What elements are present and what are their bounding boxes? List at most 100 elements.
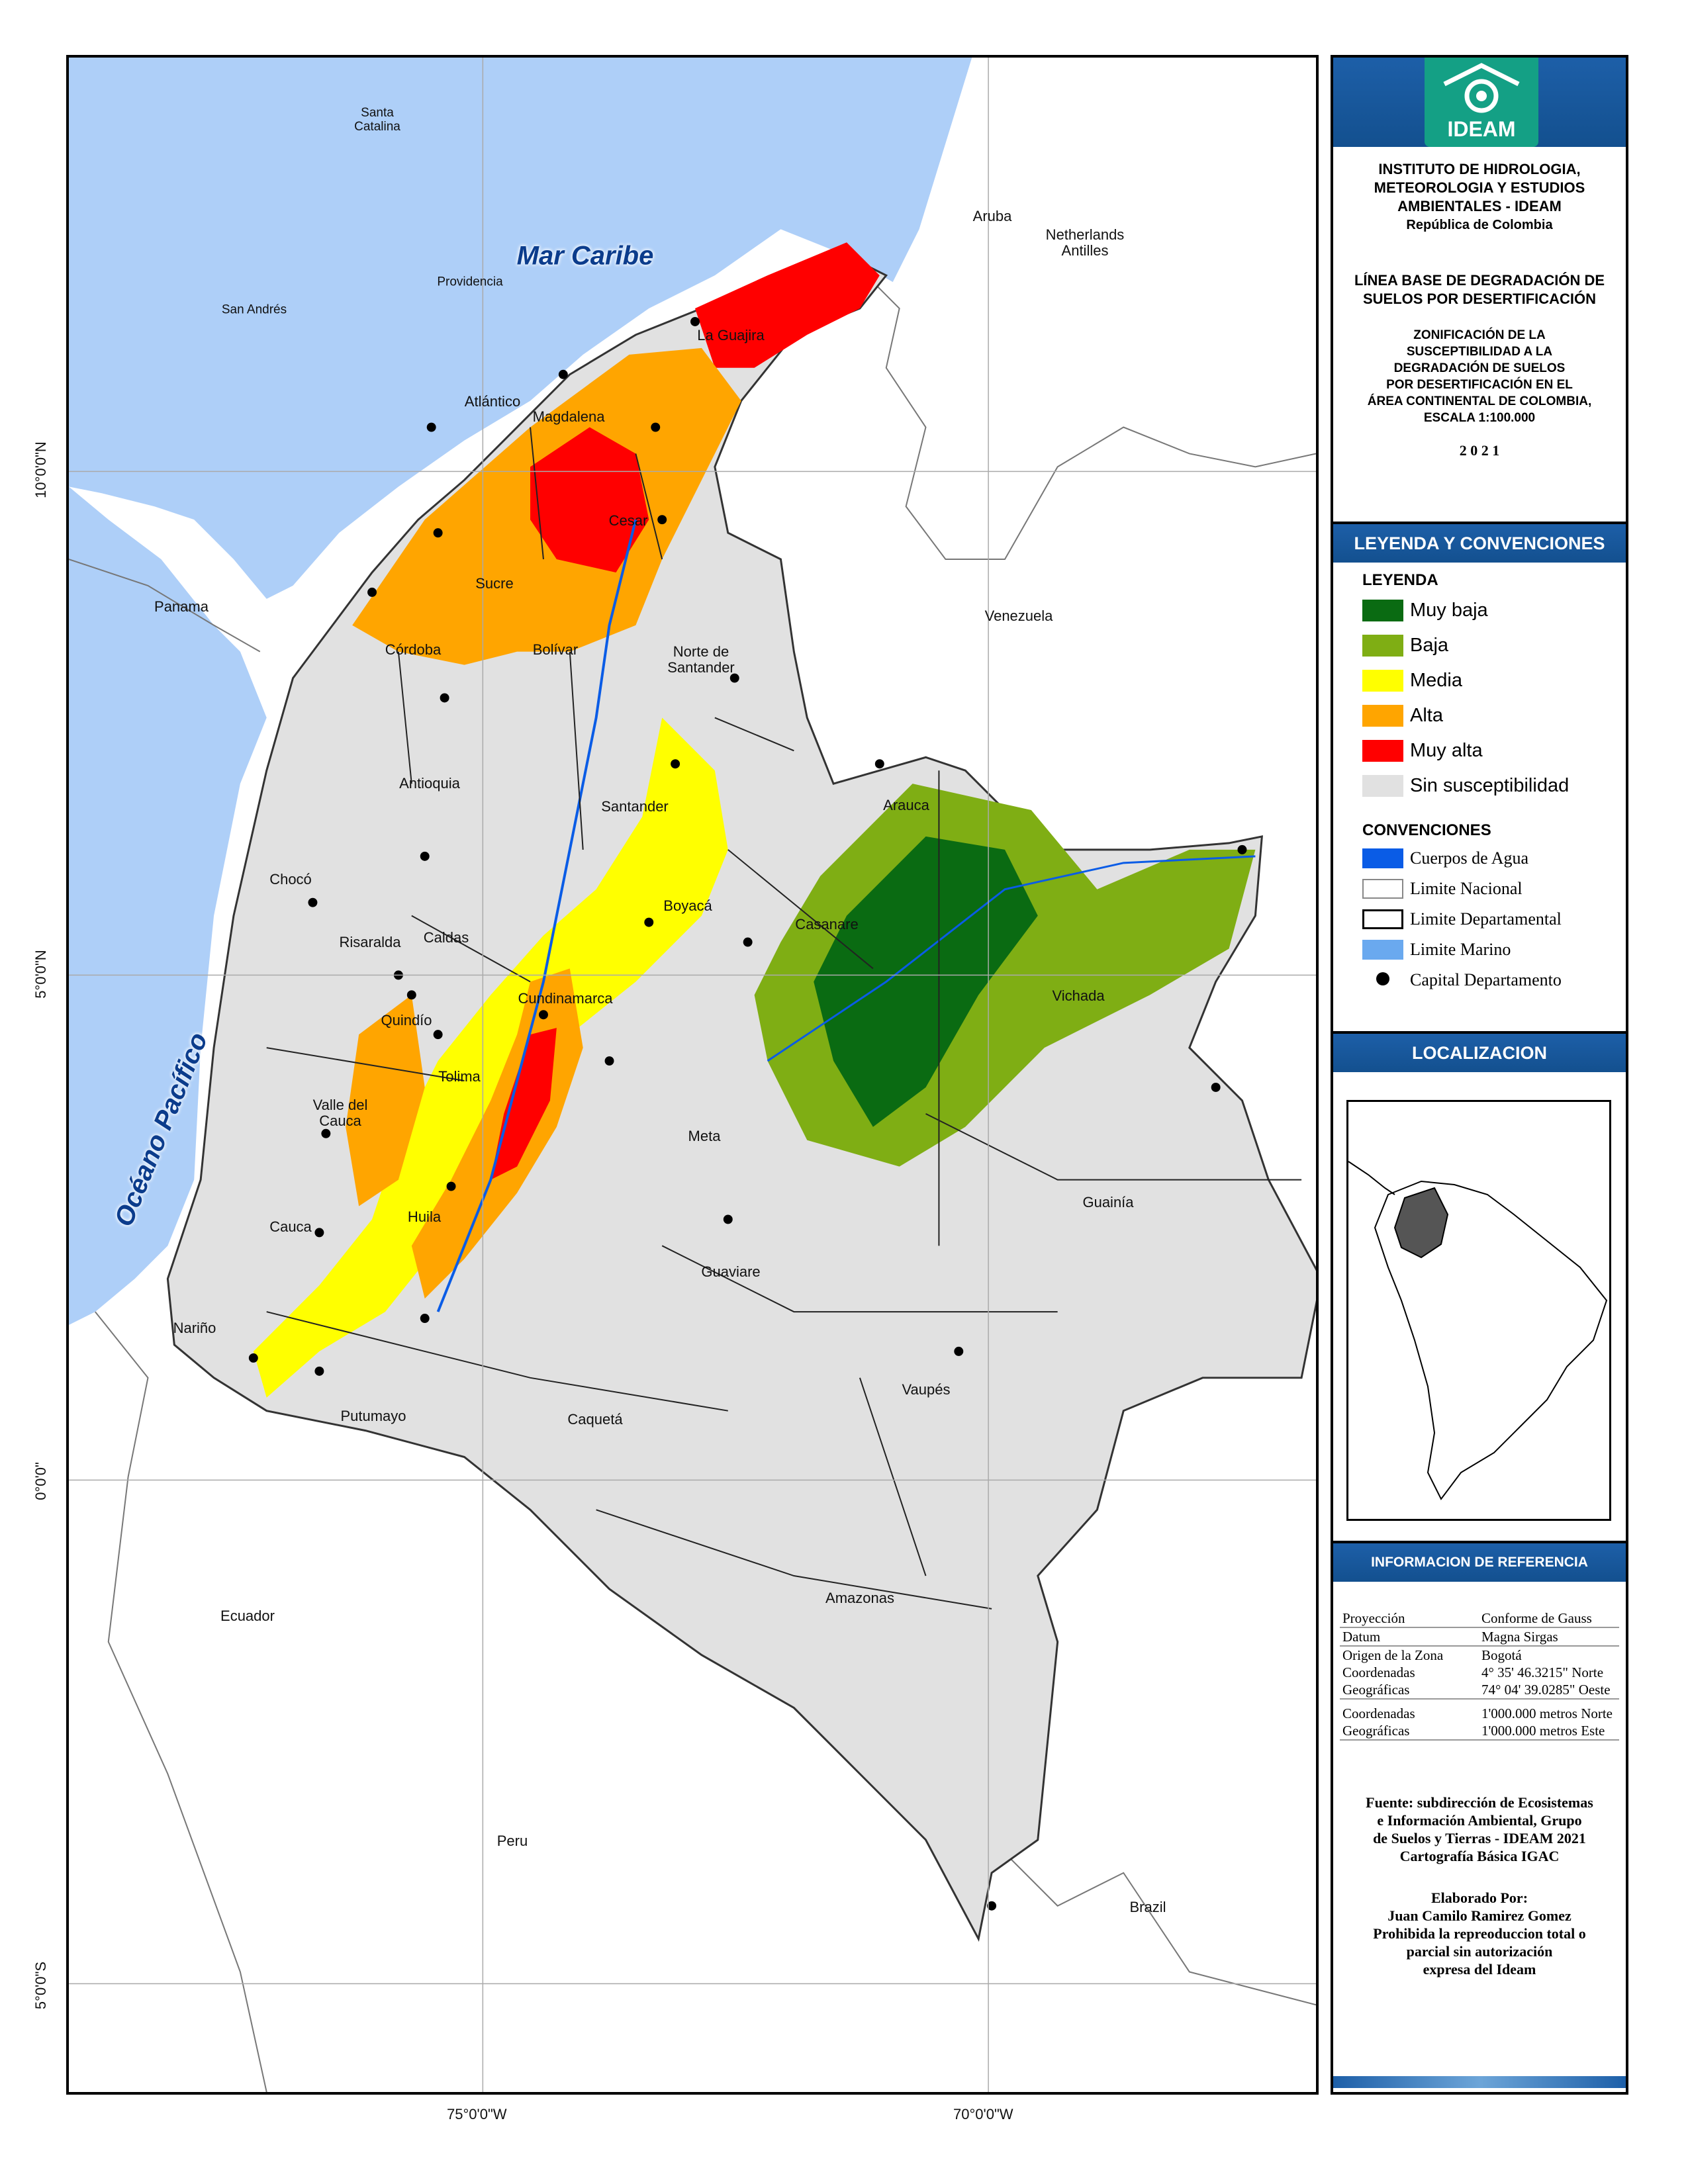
legend-list: Muy baja Baja Media Alta Muy alta Sin su… — [1333, 593, 1626, 803]
convention-label: Limite Departamental — [1410, 909, 1562, 929]
water-swatch — [1362, 848, 1403, 868]
label-valle: Valle del Cauca — [312, 1096, 368, 1129]
label-meta: Meta — [688, 1127, 721, 1144]
ref-key: Origen de la Zona — [1342, 1647, 1444, 1663]
label-providencia: Providencia — [437, 275, 503, 289]
title-line-2: SUSCEPTIBILIDAD A LA — [1406, 345, 1553, 359]
zone-valle — [346, 995, 425, 1206]
source-line-3: de Suelos y Tierras - IDEAM 2021 — [1373, 1830, 1586, 1846]
legend-swatch — [1362, 740, 1403, 762]
label-santander: Santander — [601, 797, 669, 815]
ref-value: Conforme de Gauss — [1481, 1610, 1592, 1626]
country-name: República de Colombia — [1406, 218, 1553, 232]
localization-header: LOCALIZACION — [1333, 1034, 1626, 1072]
institute-line-1: INSTITUTO DE HIDROLOGIA, — [1378, 161, 1581, 177]
label-putumayo: Putumayo — [340, 1407, 406, 1424]
label-vichada: Vichada — [1052, 987, 1105, 1004]
map-frame[interactable]: Mar Caribe Océano Pacífico Panama Venezu… — [66, 55, 1319, 2095]
zone-muy-alta-guajira — [694, 242, 880, 368]
legend-item-sin-susceptibilidad: Sin susceptibilidad — [1333, 768, 1626, 803]
label-boyaca: Boyacá — [663, 897, 712, 914]
ref-geograficas-1: Geográficas 74° 04' 39.0285" Oeste — [1333, 1681, 1626, 1698]
national-limit-swatch — [1362, 879, 1403, 899]
ref-value: 1'000.000 metros Este — [1481, 1723, 1605, 1739]
lon-label-75w: 75°0'0"W — [447, 2106, 507, 2122]
label-casanare: Casanare — [795, 915, 859, 933]
institute-line-3: AMBIENTALES - IDEAM — [1397, 198, 1562, 214]
central-america-outline — [1348, 1161, 1395, 1195]
map-canvas[interactable] — [69, 58, 1316, 2092]
lat-label-10n: 10°0'0"N — [32, 441, 49, 498]
label-panama: Panama — [154, 598, 209, 615]
project-name: LÍNEA BASE DE DEGRADACIÓN DE SUELOS POR … — [1333, 271, 1626, 308]
ref-geograficas-2: Geográficas 1'000.000 metros Este — [1333, 1722, 1626, 1739]
caribbean-sea — [69, 58, 972, 599]
label-bolivar: Bolívar — [532, 641, 579, 658]
ideam-logo-text: IDEAM — [1447, 117, 1516, 141]
zone-andes-media — [253, 717, 728, 1398]
legend-item-alta: Alta — [1333, 698, 1626, 733]
legend-label: Muy alta — [1410, 740, 1483, 761]
south-america-outline — [1374, 1180, 1608, 1500]
caribbean-label: Mar Caribe — [516, 241, 654, 271]
localization-map[interactable] — [1346, 1100, 1611, 1521]
ref-key: Geográficas — [1342, 1682, 1410, 1698]
label-magdalena: Magdalena — [532, 408, 605, 425]
ref-coordenadas-1: Coordenadas 4° 35' 46.3215" Norte — [1333, 1664, 1626, 1681]
ref-origen: Origen de la Zona Bogotá — [1333, 1647, 1626, 1664]
ref-value: Bogotá — [1481, 1647, 1522, 1663]
lat-label-0: 0°0'0" — [32, 1462, 49, 1500]
label-santa-catalina: Santa Catalina — [354, 106, 400, 134]
zone-orinoquia-muy-baja — [814, 836, 1038, 1127]
label-quindio: Quindío — [381, 1011, 432, 1028]
label-arauca: Arauca — [883, 796, 929, 813]
label-antilles: Netherlands Antilles — [1045, 226, 1125, 259]
legend-item-muy-alta: Muy alta — [1333, 733, 1626, 768]
department-limit-swatch — [1362, 909, 1403, 929]
legend-swatch — [1362, 635, 1403, 657]
capital-dot-icon — [1376, 972, 1389, 985]
venezuela-border — [846, 255, 1316, 561]
title-line-6: ESCALA 1:100.000 — [1423, 411, 1536, 425]
ref-divider — [1340, 1698, 1619, 1700]
label-cauca: Cauca — [269, 1218, 312, 1235]
map-title: ZONIFICACIÓN DE LA SUSCEPTIBILIDAD A LA … — [1333, 327, 1626, 426]
title-line-1: ZONIFICACIÓN DE LA — [1413, 328, 1546, 342]
legend-item-muy-baja: Muy baja — [1333, 593, 1626, 628]
ref-value: 1'000.000 metros Norte — [1481, 1706, 1613, 1721]
label-vaupes: Vaupés — [902, 1381, 951, 1398]
label-amazonas: Amazonas — [825, 1589, 894, 1606]
lon-label-70w: 70°0'0"W — [953, 2106, 1013, 2122]
river-magdalena — [436, 519, 637, 1312]
conventions-title: CONVENCIONES — [1362, 821, 1491, 839]
panama-border — [69, 559, 261, 653]
label-peru: Peru — [496, 1832, 528, 1849]
credits-line-5: expresa del Ideam — [1423, 1961, 1536, 1978]
pacific-ocean — [69, 486, 267, 1326]
ref-key: Proyección — [1342, 1610, 1405, 1626]
legend-swatch — [1362, 670, 1403, 692]
convention-national-limit: Limite Nacional — [1333, 874, 1626, 904]
convention-department-limit: Limite Departamental — [1333, 904, 1626, 934]
reference-header: INFORMACION DE REFERENCIA — [1333, 1543, 1626, 1582]
source-line-1: Fuente: subdirección de Ecosistemas — [1366, 1794, 1593, 1811]
info-panel: IDEAM INSTITUTO DE HIDROLOGIA, METEOROLO… — [1331, 55, 1628, 2095]
legend-header: LEYENDA Y CONVENCIONES — [1333, 524, 1626, 563]
source-line-4: Cartografía Básica IGAC — [1399, 1848, 1560, 1864]
ref-value: 74° 04' 39.0285" Oeste — [1481, 1682, 1611, 1698]
lat-label-5n: 5°0'0"N — [32, 950, 49, 999]
label-san-andres: San Andrés — [221, 302, 287, 317]
ref-key: Coordenadas — [1342, 1664, 1415, 1680]
colombia-land[interactable] — [166, 254, 1316, 1942]
ref-coordenadas-2: Coordenadas 1'000.000 metros Norte — [1333, 1705, 1626, 1722]
legend-swatch — [1362, 705, 1403, 727]
institute-name: INSTITUTO DE HIDROLOGIA, METEOROLOGIA Y … — [1333, 160, 1626, 234]
legend-item-media: Media — [1333, 663, 1626, 698]
label-brazil: Brazil — [1129, 1898, 1166, 1915]
label-risaralda: Risaralda — [339, 933, 401, 950]
label-antioquia: Antioquia — [399, 774, 460, 792]
legend-section: LEYENDA Y CONVENCIONES LEYENDA Muy baja … — [1333, 524, 1626, 1034]
zone-caribe-red — [530, 427, 649, 572]
legend-swatch — [1362, 600, 1403, 621]
source-note: Fuente: subdirección de Ecosistemas e In… — [1333, 1794, 1626, 1865]
